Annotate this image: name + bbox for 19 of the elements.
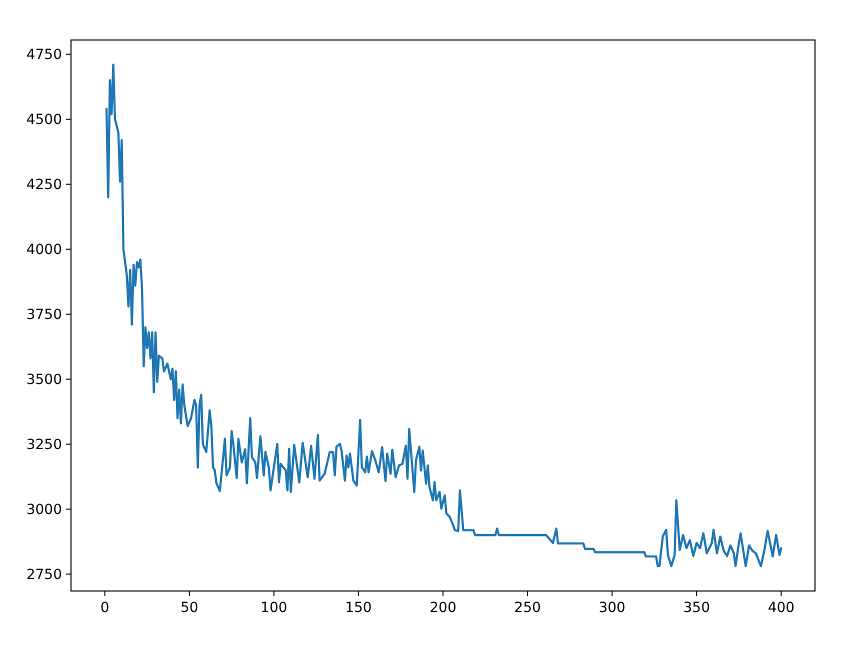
line-series [105,64,782,568]
x-tick-label: 200 [430,600,456,616]
y-tick-label: 4500 [26,112,62,128]
y-tick-label: 2750 [26,567,62,584]
y-tick-label: 4750 [26,47,62,64]
y-tick-label: 4250 [26,177,62,194]
x-tick-label: 350 [683,600,710,616]
y-tick-label: 3000 [26,502,62,518]
x-tick-label: 150 [345,600,372,616]
x-tick-label: 0 [100,600,110,616]
x-tick-label: 50 [180,600,198,616]
y-tick-label: 3750 [26,307,62,324]
x-tick-label: 250 [514,600,541,616]
y-tick-label: 3250 [26,437,62,454]
y-tick-label: 4000 [26,242,62,258]
x-tick-label: 300 [598,600,626,616]
x-tick-label: 400 [768,600,795,616]
y-tick-label: 3500 [26,372,62,388]
x-tick-label: 100 [260,600,288,616]
